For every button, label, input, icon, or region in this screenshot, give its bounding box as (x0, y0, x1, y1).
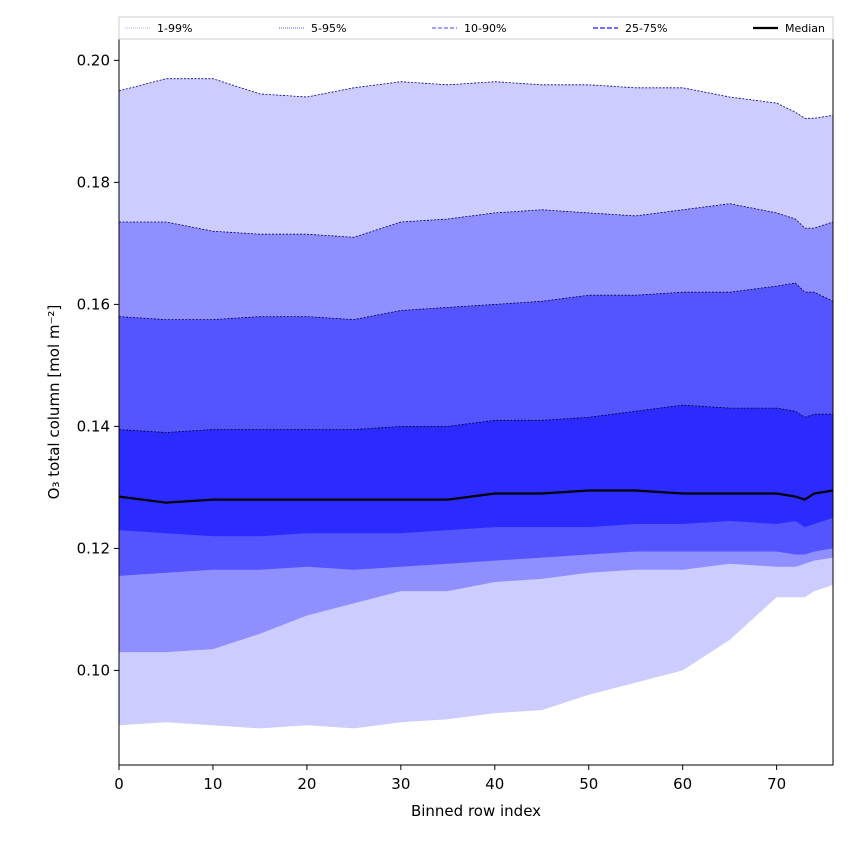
legend-label-25-75%: 25-75% (625, 22, 667, 35)
y-tick-label: 0.10 (77, 661, 110, 679)
legend-label-5-95%: 5-95% (311, 22, 346, 35)
axes-layer: 0 10 20 30 40 50 60 70 0.10 0.12 0.14 0.16 0.18 0.20 (77, 38, 834, 793)
legend-label-1-99%: 1-99% (157, 22, 192, 35)
x-tick-label: 10 (203, 775, 222, 793)
y-tick-label: 0.14 (77, 417, 110, 435)
x-tick-label: 40 (485, 775, 504, 793)
y-tick-label: 0.16 (77, 295, 110, 313)
y-axis-label: O₃ total column [mol m⁻²] (45, 305, 63, 500)
band-1-99%-upper-line (118, 78, 834, 119)
x-tick-label: 60 (673, 775, 692, 793)
band-5-95%-upper-line (119, 203, 834, 238)
x-tick-label: 30 (391, 775, 410, 793)
y-tick-label: 0.20 (77, 51, 110, 69)
band-25-75%-upper-line (118, 404, 833, 433)
band-10-90%-upper-line (118, 282, 834, 321)
x-tick-label: 0 (114, 775, 124, 793)
legend-label-10-90%: 10-90% (464, 22, 506, 35)
x-tick-label: 50 (579, 775, 598, 793)
median-line (118, 489, 834, 504)
x-axis-label: Binned row index (411, 802, 541, 820)
legend-box (118, 16, 834, 40)
band-25-75%-area (119, 405, 833, 537)
x-tick-label: 20 (297, 775, 316, 793)
y-tick-label: 0.12 (77, 539, 110, 557)
legend: 1-99% 5-95% 10-90% 25-75% Median (118, 16, 834, 40)
bands-layer (118, 78, 834, 729)
legend-label-Median: Median (785, 22, 825, 35)
x-tick-label: 70 (767, 775, 786, 793)
y-tick-label: 0.18 (77, 173, 110, 191)
